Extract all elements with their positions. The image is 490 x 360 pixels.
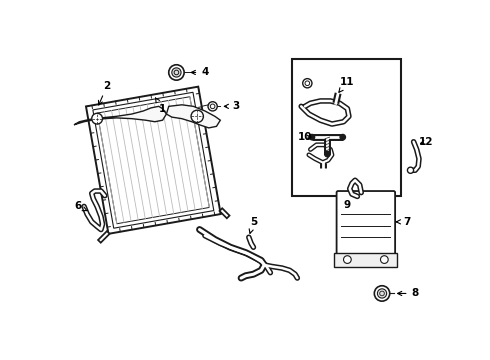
Circle shape xyxy=(208,102,217,111)
Text: 1: 1 xyxy=(155,98,166,114)
Text: 7: 7 xyxy=(396,217,410,227)
Text: 3: 3 xyxy=(224,101,239,111)
Text: 2: 2 xyxy=(98,81,111,105)
Text: 8: 8 xyxy=(397,288,419,298)
Circle shape xyxy=(374,286,390,301)
Text: 9: 9 xyxy=(343,200,350,210)
Circle shape xyxy=(303,78,312,88)
Text: 12: 12 xyxy=(418,137,433,147)
Text: 11: 11 xyxy=(339,77,355,92)
Text: 10: 10 xyxy=(298,132,312,142)
Circle shape xyxy=(343,256,351,264)
Polygon shape xyxy=(334,253,397,266)
Circle shape xyxy=(325,152,330,157)
Circle shape xyxy=(92,113,102,124)
Text: 4: 4 xyxy=(191,67,209,77)
Circle shape xyxy=(191,110,203,122)
Circle shape xyxy=(169,65,184,80)
Circle shape xyxy=(172,68,181,77)
Bar xyxy=(292,59,401,195)
Circle shape xyxy=(381,256,388,264)
Polygon shape xyxy=(98,97,209,224)
FancyBboxPatch shape xyxy=(337,191,395,254)
Circle shape xyxy=(377,289,387,298)
Text: 5: 5 xyxy=(249,217,257,233)
Polygon shape xyxy=(167,105,220,128)
Circle shape xyxy=(340,134,345,140)
Polygon shape xyxy=(74,106,167,125)
Circle shape xyxy=(408,167,414,173)
Text: 6: 6 xyxy=(74,202,87,211)
Circle shape xyxy=(309,134,315,140)
